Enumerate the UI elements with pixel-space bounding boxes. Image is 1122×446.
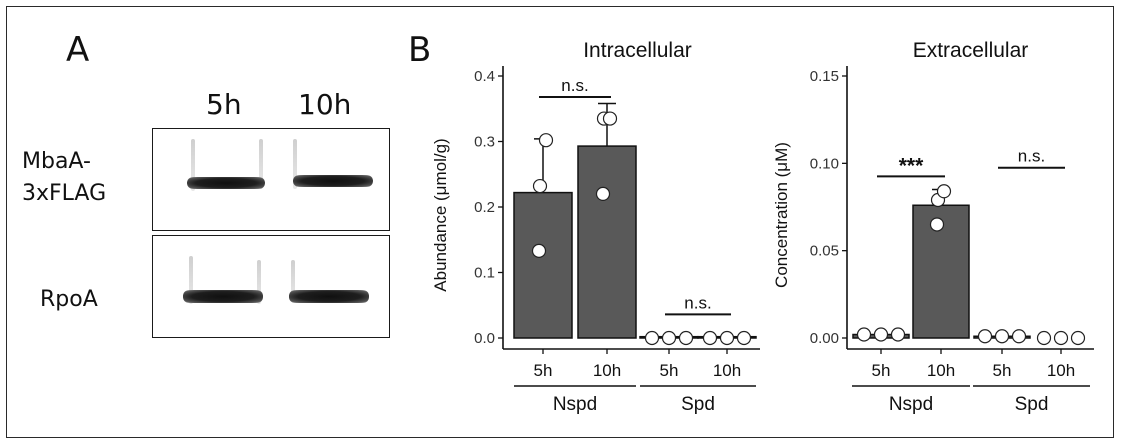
y-tick-label: 0.2 bbox=[474, 199, 495, 216]
bar bbox=[577, 145, 637, 339]
panel-b-letter: B bbox=[408, 30, 432, 70]
data-point bbox=[873, 327, 889, 342]
data-point bbox=[644, 330, 660, 346]
data-point bbox=[736, 330, 752, 346]
y-tick-label: 0.4 bbox=[474, 68, 495, 85]
data-point bbox=[538, 133, 554, 148]
data-point bbox=[678, 330, 694, 346]
blot-smear bbox=[293, 139, 297, 189]
blot-band-10h bbox=[289, 290, 369, 303]
data-point bbox=[602, 111, 618, 126]
data-point bbox=[994, 329, 1010, 344]
data-point bbox=[936, 184, 952, 199]
lane-label-10h: 10h bbox=[298, 88, 352, 121]
significance-label: *** bbox=[899, 154, 924, 177]
x-tick-label: 10h bbox=[593, 361, 621, 380]
x-tick-label: 5h bbox=[993, 361, 1012, 380]
blot-band-5h bbox=[187, 177, 265, 189]
significance-label: n.s. bbox=[1018, 147, 1045, 166]
data-point bbox=[977, 329, 993, 344]
data-point bbox=[856, 327, 872, 342]
group-label: Nspd bbox=[553, 394, 597, 415]
group-label: Spd bbox=[681, 394, 715, 415]
x-tick-label: 10h bbox=[927, 361, 955, 380]
y-tick-label: 0.1 bbox=[474, 265, 495, 282]
y-tick-label: 0.15 bbox=[810, 68, 839, 85]
blot-smear bbox=[257, 260, 261, 304]
blot-row-label-mbaa: MbaA- 3xFLAG bbox=[22, 149, 107, 206]
blot-row-label-rpoa: RpoA bbox=[40, 287, 98, 312]
data-point bbox=[595, 186, 611, 201]
lane-label-5h: 5h bbox=[206, 88, 242, 121]
blot-rpoa bbox=[152, 235, 390, 338]
data-point bbox=[1070, 330, 1086, 346]
blot-band-5h bbox=[183, 290, 263, 303]
data-point bbox=[1053, 330, 1069, 346]
y-tick-label: 0.05 bbox=[810, 243, 839, 260]
x-tick-label: 5h bbox=[660, 361, 679, 380]
group-label: Nspd bbox=[889, 394, 933, 415]
data-point bbox=[702, 330, 718, 346]
chart-title: Extracellular bbox=[913, 39, 1029, 62]
blot-smear bbox=[191, 139, 195, 191]
y-axis-label: Concentration (μM) bbox=[772, 142, 791, 288]
y-tick-label: 0.3 bbox=[474, 134, 495, 151]
blot-smear bbox=[291, 260, 295, 302]
y-tick-label: 0.0 bbox=[474, 330, 495, 347]
group-label: Spd bbox=[1015, 394, 1049, 415]
data-point bbox=[532, 178, 548, 194]
blot-smear bbox=[189, 256, 193, 304]
x-tick-label: 5h bbox=[872, 361, 891, 380]
x-tick-label: 10h bbox=[1047, 361, 1075, 380]
bar bbox=[513, 191, 573, 339]
chart-intracellular: Intracellular 0.0 0.1 0.2 0.3 0.4 Abundance (μ… bbox=[431, 39, 760, 415]
chart-title: Intracellular bbox=[583, 39, 692, 62]
chart-extracellular: Extracellular 0.00 0.05 0.10 0.15 Concentrati… bbox=[772, 39, 1094, 415]
data-point bbox=[890, 327, 906, 342]
panel-a-letter: A bbox=[66, 30, 90, 70]
blot-band-10h bbox=[293, 175, 373, 187]
blot-mbaa-3xflag bbox=[152, 128, 390, 231]
significance-label: n.s. bbox=[561, 76, 588, 95]
data-point bbox=[1036, 330, 1052, 346]
y-tick-label: 0.00 bbox=[810, 330, 839, 347]
data-point bbox=[661, 330, 677, 346]
x-tick-label: 10h bbox=[713, 361, 741, 380]
data-point bbox=[1011, 329, 1027, 344]
y-axis-label: Abundance (μmol/g) bbox=[431, 138, 450, 291]
data-point bbox=[531, 243, 547, 258]
x-tick-label: 5h bbox=[534, 361, 553, 380]
data-point bbox=[929, 217, 945, 232]
figure-frame bbox=[6, 6, 1114, 438]
significance-label: n.s. bbox=[684, 293, 711, 312]
y-tick-label: 0.10 bbox=[810, 155, 839, 172]
blot-smear bbox=[259, 139, 263, 189]
data-point bbox=[719, 330, 735, 346]
